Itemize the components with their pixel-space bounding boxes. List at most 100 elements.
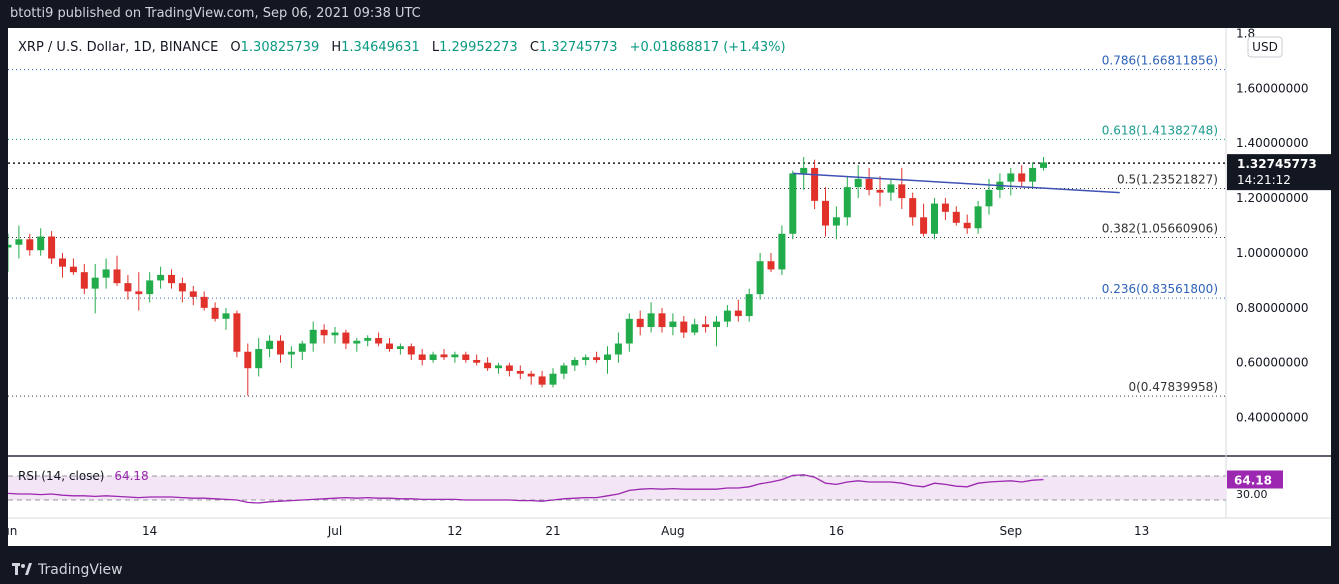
rsi-line	[8, 474, 1044, 504]
rsi-label: RSI (14, close)	[18, 469, 104, 483]
fib-label: 0.618(1.41382748)	[1102, 123, 1218, 137]
candle-body	[233, 313, 241, 352]
candle-body	[560, 365, 568, 374]
candle-body	[527, 373, 535, 377]
candle-body	[571, 359, 579, 366]
candle-body	[364, 338, 372, 341]
candle-body	[516, 370, 524, 374]
y-tick-label: 1.20000000	[1236, 191, 1309, 205]
candle-body	[832, 217, 840, 226]
y-tick-label: 0.80000000	[1236, 301, 1309, 315]
candle-body	[789, 173, 797, 234]
candle-body	[974, 206, 982, 229]
candle-body	[1029, 167, 1037, 182]
candle-body	[298, 343, 306, 352]
currency-badge[interactable]	[1247, 36, 1283, 58]
trendline	[792, 172, 1120, 194]
last-price-box	[1227, 154, 1331, 191]
high-value: 1.34649631	[341, 40, 420, 55]
candle-body	[48, 236, 56, 259]
candle-body	[189, 291, 197, 297]
candle-body	[669, 321, 677, 328]
fib-label: 0.382(1.05660906)	[1102, 221, 1218, 235]
low-value: 1.29952273	[439, 40, 518, 55]
y-tick-label: 0.60000000	[1236, 356, 1309, 370]
candle-body	[375, 338, 383, 344]
candle-body	[287, 351, 295, 355]
fib-label: 0(0.47839958)	[1128, 380, 1218, 394]
candle-body	[1007, 173, 1015, 182]
candle-body	[113, 269, 121, 284]
x-tick-label: Aug	[661, 524, 684, 538]
candle-body	[277, 340, 284, 355]
rsi-value-box	[1227, 470, 1283, 489]
published-text: btotti9 published on TradingView.com, Se…	[10, 6, 421, 21]
candle-body	[1018, 173, 1026, 182]
candle-body	[80, 272, 88, 289]
candle-body	[396, 346, 404, 349]
rsi-pane	[8, 474, 1226, 504]
candle-body	[200, 296, 208, 308]
x-tick-label: Jul	[327, 524, 342, 538]
x-tick-label: 16	[829, 524, 844, 538]
open-value: 1.30825739	[241, 40, 320, 55]
candle-body	[69, 266, 77, 273]
x-tick-label: Jun	[8, 524, 17, 538]
candle-body	[244, 351, 252, 369]
candle-body	[484, 362, 492, 369]
candle-body	[266, 340, 274, 349]
candle-body	[309, 329, 317, 344]
candle-body	[549, 373, 557, 385]
brand-name: TradingView	[38, 562, 123, 578]
candle-body	[495, 365, 502, 369]
candle-body	[941, 203, 949, 212]
candle-body	[418, 354, 426, 360]
tradingview-logo-icon	[12, 563, 32, 575]
candle-body	[157, 274, 165, 281]
y-tick-label: 1.60000000	[1236, 81, 1309, 95]
candle-body	[440, 354, 448, 358]
candle-body	[593, 357, 601, 360]
candle-body	[822, 200, 829, 226]
y-tick-label: 0.40000000	[1236, 411, 1309, 425]
trendline-layer	[792, 172, 1120, 194]
candle-body	[625, 318, 633, 344]
change-value: +0.01868817 (+1.43%)	[630, 40, 786, 55]
candle-body	[931, 203, 938, 234]
candle-body	[658, 313, 666, 328]
fib-label: 0.236(0.83561800)	[1102, 282, 1218, 296]
candle-body	[538, 376, 546, 385]
rsi-band-label: 30.00	[1236, 488, 1268, 501]
candle-body	[222, 313, 230, 319]
candle-body	[800, 167, 808, 174]
candle-body	[898, 184, 906, 199]
candle-body	[680, 321, 688, 333]
candle-body	[614, 343, 622, 355]
candle-body	[702, 324, 710, 328]
candle-body	[865, 178, 873, 190]
candle-body	[320, 329, 328, 336]
candle-body	[146, 280, 154, 295]
candle-body	[713, 321, 720, 328]
x-tick-label: Sep	[999, 524, 1022, 538]
candle-body	[15, 239, 23, 245]
candle-body	[876, 189, 884, 193]
x-tick-label: 13	[1134, 524, 1149, 538]
candle-body	[429, 354, 437, 360]
candle-body	[920, 217, 928, 234]
last-price-label: 1.32745773	[1237, 157, 1317, 171]
axes: 0.40000000 0.60000000 0.80000000 1.00000000…	[8, 28, 1331, 538]
open-label: O	[230, 40, 240, 55]
candle-body	[124, 283, 132, 292]
candle-body	[8, 244, 12, 248]
candle-body	[734, 310, 742, 317]
candle-body	[1040, 162, 1047, 168]
candle-body	[952, 211, 960, 223]
candle-body	[255, 349, 263, 369]
chart-svg[interactable]: 0.786(1.66811856) 0.618(1.41382748) 0.5(1.…	[8, 28, 1331, 546]
x-tick-label: 12	[447, 524, 462, 538]
candle-body	[723, 310, 731, 322]
candle-body	[811, 167, 819, 201]
x-tick-label: 21	[545, 524, 560, 538]
rsi-band	[8, 476, 1226, 500]
